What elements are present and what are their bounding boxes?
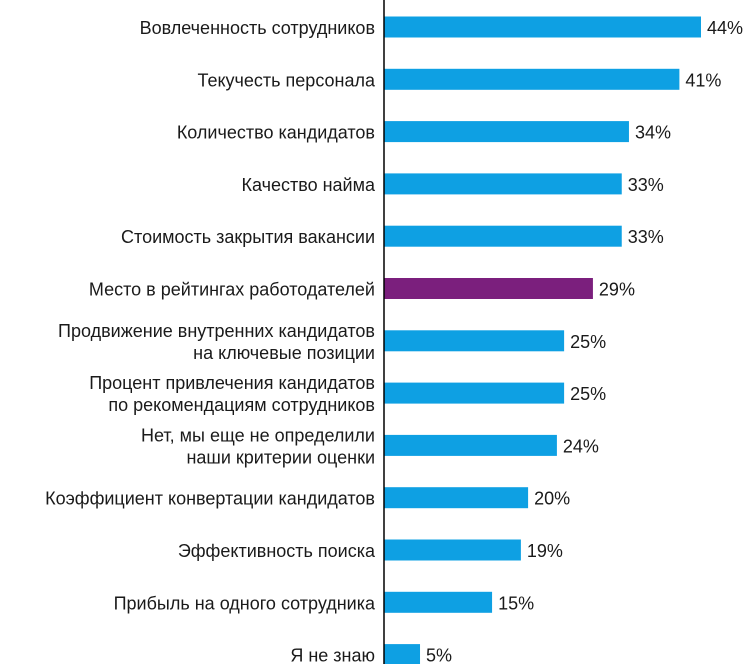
category-label-line: Коэффициент конвертации кандидатов: [45, 489, 375, 509]
category-label-line: на ключевые позиции: [193, 343, 375, 363]
category-label-4: Стоимость закрытия вакансии: [121, 227, 375, 247]
value-label-3: 33%: [628, 175, 664, 195]
category-label-line: Нет, мы еще не определили: [141, 425, 375, 445]
bar-12: [384, 644, 421, 664]
value-label-10: 19%: [527, 541, 563, 561]
category-label-3: Качество найма: [242, 175, 376, 195]
category-label-1: Текучесть персонала: [197, 70, 376, 90]
bar-2: [384, 121, 629, 143]
category-label-line: Стоимость закрытия вакансии: [121, 227, 375, 247]
value-label-9: 20%: [534, 489, 570, 509]
category-label-line: Качество найма: [242, 175, 376, 195]
bar-6: [384, 330, 565, 352]
labels-layer: 44% Вовлеченность сотрудников 41% Текучесть…: [45, 18, 743, 664]
category-label-8: Нет, мы еще не определили наши критерии о…: [141, 425, 375, 467]
category-label-line: Прибыль на одного сотрудника: [114, 593, 376, 613]
category-label-line: Количество кандидатов: [177, 123, 375, 143]
category-label-0: Вовлеченность сотрудников: [140, 18, 375, 38]
category-label-7: Процент привлечения кандидатов по рекомен…: [89, 373, 375, 415]
value-label-11: 15%: [498, 593, 534, 613]
bar-4: [384, 225, 622, 247]
category-label-line: Процент привлечения кандидатов: [89, 373, 375, 393]
bar-3: [384, 173, 622, 195]
category-label-12: Я не знаю: [290, 646, 375, 664]
value-label-1: 41%: [685, 70, 721, 90]
value-label-8: 24%: [563, 436, 599, 456]
bars-layer: [384, 16, 701, 664]
value-label-7: 25%: [570, 384, 606, 404]
bar-9: [384, 487, 529, 509]
category-label-6: Продвижение внутренних кандидатов на ключ…: [58, 321, 375, 363]
category-label-line: Место в рейтингах работодателей: [89, 280, 375, 300]
category-label-line: Я не знаю: [290, 646, 375, 664]
category-label-line: Текучесть персонала: [197, 70, 376, 90]
bar-5: [384, 278, 593, 299]
category-label-line: Вовлеченность сотрудников: [140, 18, 375, 38]
category-label-line: наши критерии оценки: [186, 447, 375, 467]
value-label-4: 33%: [628, 227, 664, 247]
value-label-2: 34%: [635, 123, 671, 143]
bar-7: [384, 382, 565, 404]
category-label-9: Коэффициент конвертации кандидатов: [45, 489, 375, 509]
value-label-5: 29%: [599, 280, 635, 300]
category-label-line: Эффективность поиска: [178, 541, 376, 561]
bar-10: [384, 539, 521, 561]
category-label-2: Количество кандидатов: [177, 123, 375, 143]
category-label-line: Продвижение внутренних кандидатов: [58, 321, 375, 341]
category-label-11: Прибыль на одного сотрудника: [114, 593, 376, 613]
bar-0: [384, 16, 701, 38]
category-label-line: по рекомендациям сотрудников: [108, 395, 375, 415]
bar-1: [384, 68, 680, 90]
value-label-12: 5%: [426, 646, 452, 664]
value-label-0: 44%: [707, 18, 743, 38]
bar-8: [384, 434, 557, 456]
category-label-10: Эффективность поиска: [178, 541, 376, 561]
value-label-6: 25%: [570, 332, 606, 352]
bar-11: [384, 591, 493, 613]
category-label-5: Место в рейтингах работодателей: [89, 280, 375, 300]
